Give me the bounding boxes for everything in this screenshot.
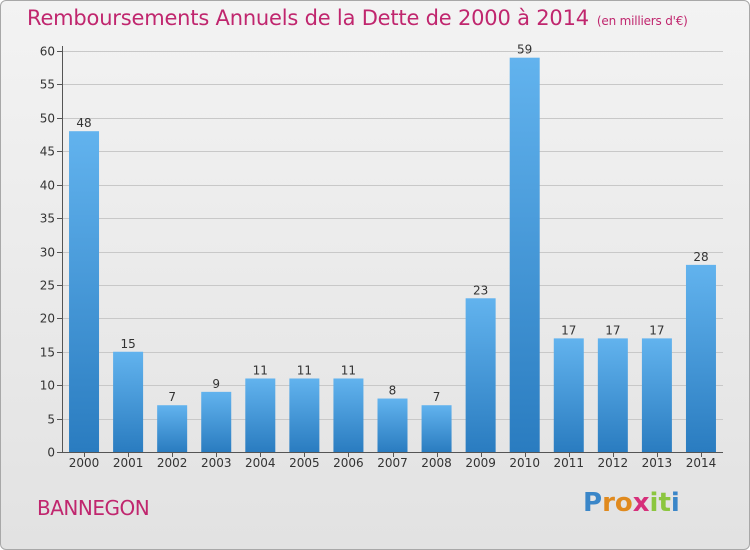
- bar-2003: [201, 391, 232, 452]
- data-label: 8: [389, 384, 397, 398]
- y-tick-label: 20: [40, 312, 55, 326]
- x-tick-label: 2007: [377, 456, 408, 470]
- bar-2013: [641, 338, 672, 452]
- y-tick-label: 60: [40, 45, 55, 59]
- data-label: 9: [212, 377, 220, 391]
- chart-unit: (en milliers d'€): [596, 14, 688, 28]
- bar-2011: [553, 338, 584, 452]
- data-label: 17: [649, 323, 664, 337]
- x-tick-label: 2011: [553, 456, 584, 470]
- x-tick-label: 2000: [69, 456, 100, 470]
- bar-2014: [685, 264, 716, 452]
- logo-letter: r: [602, 488, 615, 518]
- x-tick-label: 2010: [509, 456, 540, 470]
- y-tick-label: 10: [40, 379, 55, 393]
- bar-2000: [69, 131, 100, 452]
- x-tick-label: 2008: [421, 456, 452, 470]
- x-tick-label: 2005: [289, 456, 320, 470]
- y-tick-label: 15: [40, 346, 55, 360]
- bar-2009: [465, 298, 496, 452]
- x-tick-label: 2013: [642, 456, 673, 470]
- chart-title-text: Remboursements Annuels de la Dette de 20…: [27, 6, 589, 30]
- x-tick-label: 2003: [201, 456, 232, 470]
- data-label: 7: [168, 390, 176, 404]
- y-tick-label: 35: [40, 212, 55, 226]
- town-name: BANNEGON: [37, 496, 150, 520]
- x-tick-label: 2002: [157, 456, 188, 470]
- data-label: 28: [693, 250, 708, 264]
- y-tick-label: 5: [47, 413, 55, 427]
- y-tick-label: 30: [40, 246, 55, 260]
- logo-letter: P: [583, 488, 603, 518]
- chart-title: Remboursements Annuels de la Dette de 20…: [27, 6, 688, 30]
- x-tick-label: 2001: [113, 456, 144, 470]
- y-tick-label: 25: [40, 279, 55, 293]
- bar-2001: [113, 351, 144, 452]
- data-label: 11: [341, 363, 356, 377]
- bar-2004: [245, 378, 276, 452]
- bar-2006: [333, 378, 364, 452]
- data-label: 11: [253, 363, 268, 377]
- data-label: 23: [473, 283, 488, 297]
- x-tick-label: 2014: [686, 456, 717, 470]
- bar-2008: [421, 405, 452, 452]
- data-label: 59: [517, 43, 532, 57]
- x-tick-label: 2004: [245, 456, 276, 470]
- logo-letter: t: [658, 488, 671, 518]
- x-tick-label: 2012: [598, 456, 629, 470]
- x-tick-label: 2009: [465, 456, 496, 470]
- bar-2005: [289, 378, 320, 452]
- data-label: 17: [605, 323, 620, 337]
- data-label: 15: [120, 337, 135, 351]
- logo-letter: o: [614, 488, 633, 518]
- y-tick-label: 40: [40, 179, 55, 193]
- bar-2002: [157, 405, 188, 452]
- y-tick-label: 45: [40, 145, 55, 159]
- data-label: 7: [433, 390, 441, 404]
- y-tick-label: 50: [40, 112, 55, 126]
- logo-letter: i: [670, 488, 680, 518]
- proxiti-logo: Proxiti: [583, 488, 680, 518]
- bar-2007: [377, 398, 408, 452]
- y-tick-label: 55: [40, 78, 55, 92]
- logo-letter: i: [649, 488, 659, 518]
- bar-2012: [597, 338, 628, 452]
- data-label: 17: [561, 323, 576, 337]
- y-tick-label: 0: [47, 446, 55, 460]
- bar-2010: [509, 57, 540, 452]
- x-tick-label: 2006: [333, 456, 364, 470]
- data-label: 11: [297, 363, 312, 377]
- data-label: 48: [76, 116, 91, 130]
- logo-letter: x: [632, 488, 650, 518]
